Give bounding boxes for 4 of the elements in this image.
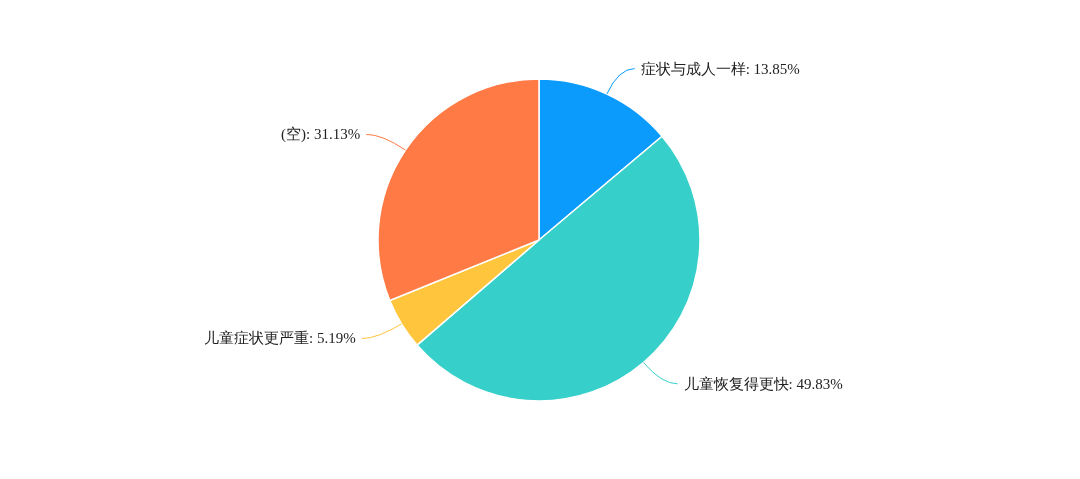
slice-label: 儿童恢复得更快: 49.83% [683, 375, 843, 392]
slice-label: (空): 31.13% [281, 126, 361, 144]
slice-label: 症状与成人一样: 13.85% [640, 60, 800, 77]
slice-label: 儿童症状更严重: 5.19% [204, 330, 356, 347]
